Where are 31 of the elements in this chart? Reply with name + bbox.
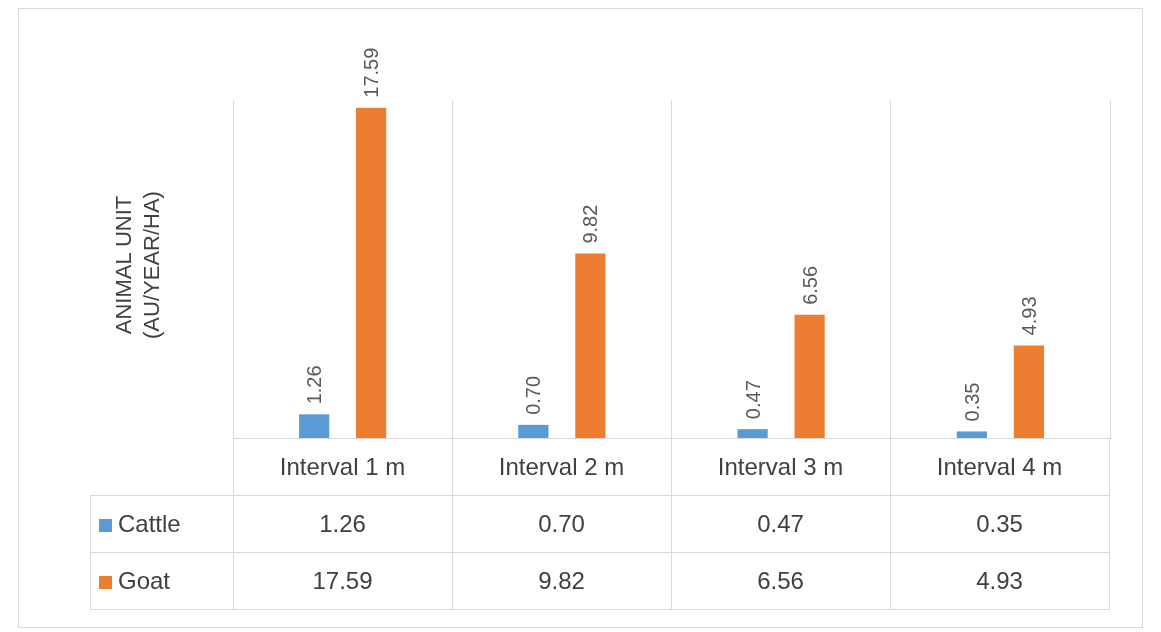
x-tick-label: Interval 4 m [890, 438, 1109, 496]
legend-label: Cattle [90, 495, 233, 553]
legend-label: Goat [90, 552, 233, 610]
text: 6.56 [798, 265, 821, 305]
x-tick-label: Interval 3 m [671, 438, 890, 496]
bar [356, 107, 387, 438]
text: 1.26 [303, 365, 326, 405]
data-label: 17.59 [233, 552, 452, 610]
data-label: 4.93 [890, 552, 1109, 610]
text: 17.59 [360, 47, 383, 98]
bar [1013, 345, 1044, 438]
bar [794, 314, 825, 438]
data-label: 1.26 [233, 495, 452, 553]
text: 0.47 [741, 380, 764, 420]
bar [575, 253, 606, 438]
bar [299, 414, 330, 438]
text: 4.93 [1017, 296, 1040, 336]
y-axis-title: ANIMAL UNIT (AU/YEAR/HA) [110, 190, 165, 341]
data-label: 6.56 [671, 552, 890, 610]
bar [956, 431, 987, 438]
data-label: 0.47 [671, 495, 890, 553]
x-tick-label: Interval 2 m [452, 438, 671, 496]
data-label: 0.70 [452, 495, 671, 553]
text: 9.82 [579, 204, 602, 244]
data-label: 9.82 [452, 552, 671, 610]
text: 0.70 [522, 375, 545, 415]
text: 0.35 [960, 382, 983, 422]
x-tick-label: Interval 1 m [233, 438, 452, 496]
bar [518, 424, 549, 438]
bar [737, 429, 768, 438]
data-label: 0.35 [890, 495, 1109, 553]
